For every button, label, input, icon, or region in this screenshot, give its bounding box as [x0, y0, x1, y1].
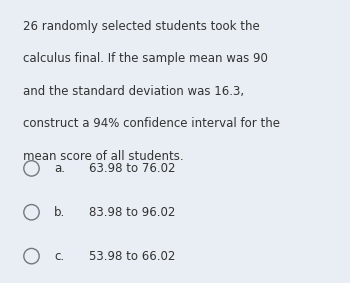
Text: 53.98 to 66.02: 53.98 to 66.02: [89, 250, 176, 263]
Text: and the standard deviation was 16.3,: and the standard deviation was 16.3,: [23, 85, 244, 98]
Text: 26 randomly selected students took the: 26 randomly selected students took the: [23, 20, 259, 33]
Text: 63.98 to 76.02: 63.98 to 76.02: [89, 162, 176, 175]
Text: b.: b.: [54, 206, 65, 219]
Text: construct a 94% confidence interval for the: construct a 94% confidence interval for …: [23, 117, 280, 130]
Text: a.: a.: [54, 162, 65, 175]
Text: c.: c.: [54, 250, 64, 263]
Text: calculus final. If the sample mean was 90: calculus final. If the sample mean was 9…: [23, 52, 268, 65]
Text: mean score of all students.: mean score of all students.: [23, 150, 183, 163]
Text: 83.98 to 96.02: 83.98 to 96.02: [89, 206, 176, 219]
